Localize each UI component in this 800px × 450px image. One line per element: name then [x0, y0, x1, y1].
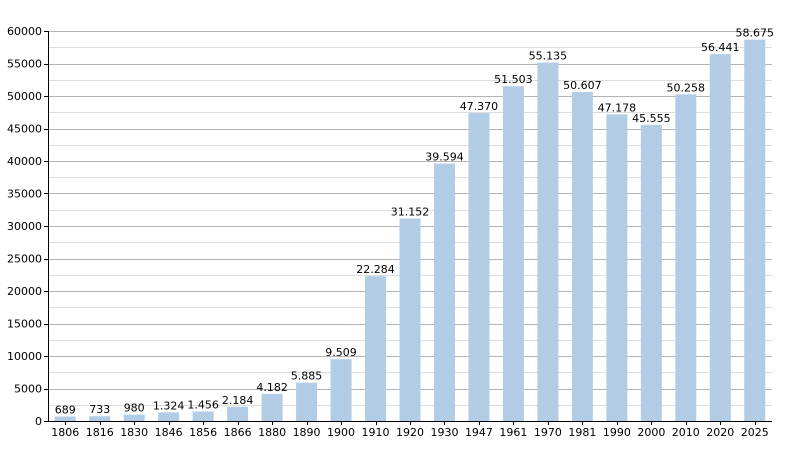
data-label-1866: 2.184: [222, 394, 254, 407]
data-label-1856: 1.456: [187, 399, 219, 412]
y-tick-label: 60000: [7, 25, 42, 38]
y-tick-label: 10000: [7, 350, 42, 363]
x-tick-label-1990: 1990: [603, 426, 631, 439]
y-tick-label: 25000: [7, 253, 42, 266]
data-label-1947: 47.370: [460, 100, 499, 113]
data-label-1920: 31.152: [391, 206, 430, 219]
bar-1866: [227, 406, 249, 421]
y-tick-label: 35000: [7, 188, 42, 201]
bar-1856: [192, 411, 214, 421]
x-tick-label-1846: 1846: [155, 426, 183, 439]
bar-1947: [468, 113, 490, 421]
bars: [54, 39, 766, 422]
data-label-1970: 55.135: [529, 50, 568, 63]
data-label-1806: 689: [55, 404, 76, 417]
y-tick-label: 45000: [7, 123, 42, 136]
x-tick-label-1890: 1890: [293, 426, 321, 439]
x-tick-label-1856: 1856: [189, 426, 217, 439]
bar-1890: [296, 382, 318, 421]
x-tick-label-1981: 1981: [568, 426, 596, 439]
x-tick-label-1806: 1806: [51, 426, 79, 439]
data-label-1846: 1.324: [153, 399, 185, 412]
y-tick-label: 55000: [7, 58, 42, 71]
bar-2010: [675, 94, 697, 421]
y-tick-label: 5000: [14, 383, 42, 396]
y-tick-label: 30000: [7, 220, 42, 233]
x-tick-label-1880: 1880: [258, 426, 286, 439]
bar-2025: [744, 39, 766, 422]
data-label-1910: 22.284: [356, 263, 395, 276]
y-tick-label: 15000: [7, 318, 42, 331]
x-tick-label-2020: 2020: [706, 426, 734, 439]
x-tick-labels: 1806 1816 1830 1846 1856 1866 1880 1890 1900 1910…: [51, 421, 769, 439]
data-label-2010: 50.258: [667, 81, 706, 94]
x-tick-label-1920: 1920: [396, 426, 424, 439]
data-label-1890: 5.885: [291, 370, 323, 383]
bar-1806: [54, 416, 76, 421]
data-label-1816: 733: [89, 403, 110, 416]
bar-1930: [433, 163, 455, 421]
bar-1816: [89, 416, 111, 421]
x-tick-label-1910: 1910: [362, 426, 390, 439]
x-tick-label-1961: 1961: [499, 426, 527, 439]
data-label-1830: 980: [124, 402, 145, 415]
data-label-1880: 4.182: [256, 381, 288, 394]
y-tick-label: 20000: [7, 285, 42, 298]
y-tick-labels: 0 5000 10000 15000 20000 25000 30000 35000 40000…: [7, 25, 48, 428]
bar-1990: [606, 114, 628, 421]
bar-2000: [640, 124, 662, 421]
x-tick-label-1866: 1866: [224, 426, 252, 439]
bar-1910: [365, 276, 387, 421]
bar-1920: [399, 218, 421, 421]
x-tick-label-1970: 1970: [534, 426, 562, 439]
data-label-2025: 58.675: [736, 27, 775, 40]
bar-1961: [502, 86, 524, 421]
x-tick-label-2000: 2000: [637, 426, 665, 439]
bar-1970: [537, 62, 559, 422]
bar-1830: [123, 414, 145, 421]
x-tick-label-1947: 1947: [465, 426, 493, 439]
bar-1900: [330, 359, 352, 421]
data-label-2020: 56.441: [701, 41, 740, 54]
data-label-1930: 39.594: [425, 151, 464, 164]
x-tick-label-1816: 1816: [86, 426, 114, 439]
x-tick-label-1830: 1830: [120, 426, 148, 439]
x-tick-label-2010: 2010: [672, 426, 700, 439]
y-tick-label: 50000: [7, 90, 42, 103]
y-tick-label: 40000: [7, 155, 42, 168]
data-label-1961: 51.503: [494, 73, 533, 86]
bar-2020: [709, 54, 731, 422]
y-tick-label: 0: [35, 415, 42, 428]
data-label-1981: 50.607: [563, 79, 602, 92]
data-label-1990: 47.178: [598, 101, 637, 114]
x-tick-label-1930: 1930: [430, 426, 458, 439]
x-tick-label-1900: 1900: [327, 426, 355, 439]
data-label-1900: 9.509: [325, 346, 357, 359]
data-label-2000: 45.555: [632, 112, 671, 125]
bar-1981: [571, 92, 593, 421]
bar-1880: [261, 393, 283, 421]
x-tick-label-2025: 2025: [741, 426, 769, 439]
bar-1846: [158, 412, 180, 421]
